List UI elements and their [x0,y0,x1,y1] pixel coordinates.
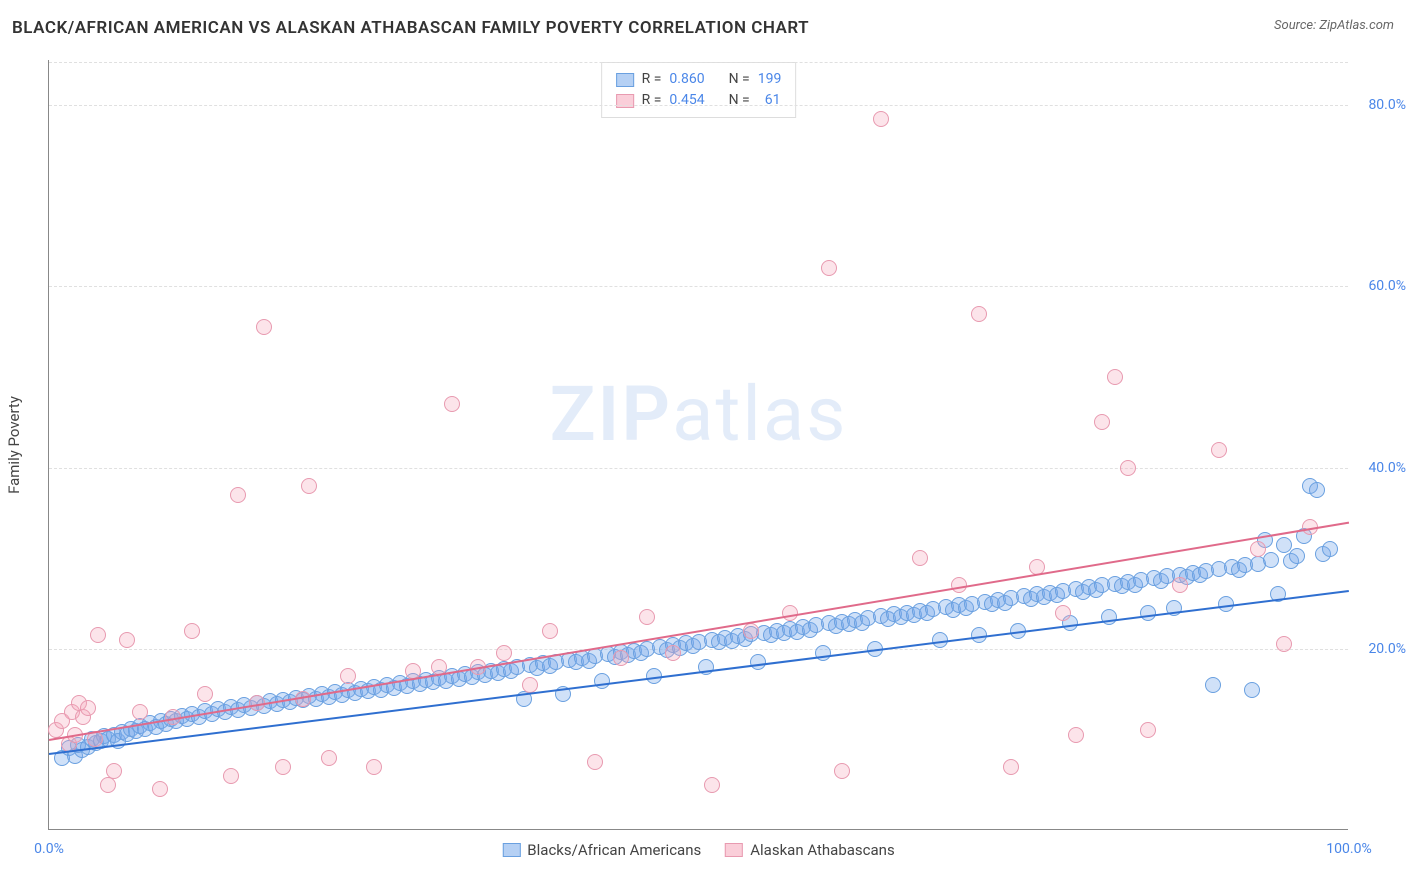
data-point [444,396,460,412]
watermark: ZIPatlas [550,369,848,459]
data-point [1068,727,1084,743]
data-point [1218,596,1234,612]
data-point [522,677,538,693]
stat-r-label: R = [642,69,662,90]
data-point [1205,677,1221,693]
data-point [613,650,629,666]
data-point [90,627,106,643]
gridline [49,105,1348,106]
data-point [873,111,889,127]
data-point [834,763,850,779]
data-point [152,781,168,797]
legend-item: Alaskan Athabascans [725,841,894,859]
data-point [230,487,246,503]
x-tick-label: 0.0% [34,841,64,857]
y-tick-label: 20.0% [1354,641,1406,657]
gridline [49,468,1348,469]
legend-swatch [616,73,634,87]
stats-legend-row: R = 0.454 N = 61 [616,90,782,111]
data-point [496,645,512,661]
data-point [1263,552,1279,568]
stat-r-value: 0.454 [669,90,704,111]
data-point [821,260,837,276]
data-point [197,686,213,702]
data-point [743,623,759,639]
gridline [49,62,1348,63]
data-point [971,306,987,322]
data-point [1120,460,1136,476]
data-point [1107,369,1123,385]
stat-r-label: R = [642,90,662,111]
data-point [1276,537,1292,553]
stat-n-value: 199 [758,69,782,90]
chart-header: BLACK/AFRICAN AMERICAN VS ALASKAN ATHABA… [12,18,1394,38]
y-tick-label: 60.0% [1354,278,1406,294]
data-point [340,668,356,684]
legend-swatch [725,843,743,857]
data-point [587,754,603,770]
data-point [665,645,681,661]
stat-n-label: N = [729,69,750,90]
plot-area: ZIPatlas R =0.860N =199R =0.454N = 61 Bl… [48,60,1348,830]
data-point [815,645,831,661]
data-point [301,478,317,494]
chart-title: BLACK/AFRICAN AMERICAN VS ALASKAN ATHABA… [12,18,809,38]
data-point [106,763,122,779]
data-point [1172,577,1188,593]
data-point [132,704,148,720]
plot-container: Family Poverty ZIPatlas R =0.860N =199R … [48,60,1348,830]
stats-legend-row: R = 0.860 N = 199 [616,69,782,90]
legend-item: Blacks/African Americans [502,841,701,859]
data-point [1250,541,1266,557]
data-point [275,759,291,775]
data-point [223,768,239,784]
series-legend: Blacks/African Americans Alaskan Athabasc… [502,841,894,859]
y-axis-label: Family Poverty [5,396,23,494]
data-point [1055,605,1071,621]
data-point [119,632,135,648]
data-point [1322,541,1338,557]
data-point [1276,636,1292,652]
y-tick-label: 80.0% [1354,97,1406,113]
legend-label: Blacks/African Americans [527,841,701,859]
data-point [1289,548,1305,564]
chart-source: Source: ZipAtlas.com [1274,18,1394,33]
stat-r-value: 0.860 [669,69,704,90]
gridline [49,286,1348,287]
y-tick-label: 40.0% [1354,460,1406,476]
data-point [912,550,928,566]
stats-legend: R = 0.860 N = 199 R = 0.454 N = 61 [601,62,797,118]
x-tick-label: 100.0% [1326,841,1371,857]
legend-label: Alaskan Athabascans [750,841,894,859]
data-point [80,700,96,716]
stat-n-value: 61 [758,90,781,111]
data-point [1140,722,1156,738]
data-point [542,623,558,639]
watermark-zip: ZIP [550,369,673,459]
data-point [1094,414,1110,430]
data-point [1211,442,1227,458]
data-point [184,623,200,639]
data-point [1003,759,1019,775]
data-point [704,777,720,793]
data-point [321,750,337,766]
data-point [1244,682,1260,698]
stat-n-label: N = [729,90,750,111]
data-point [366,759,382,775]
watermark-atlas: atlas [672,369,847,459]
data-point [256,319,272,335]
data-point [782,605,798,621]
data-point [639,609,655,625]
data-point [1309,482,1325,498]
legend-swatch [502,843,520,857]
data-point [1140,605,1156,621]
